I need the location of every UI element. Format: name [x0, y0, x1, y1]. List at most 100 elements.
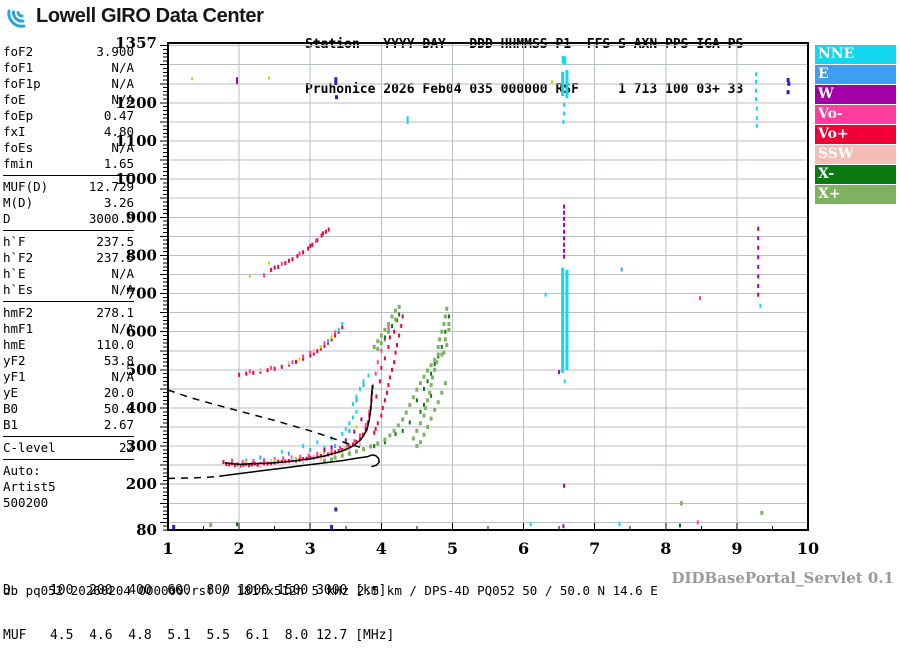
param-row: foEs N/A [3, 140, 134, 156]
x-tick-label: 10 [797, 539, 819, 558]
param-label: C-level [3, 440, 56, 455]
giro-wave-icon [7, 9, 26, 28]
param-value: 110.0 [96, 337, 134, 352]
param-label: h`Es [3, 282, 34, 297]
param-label: hmE [3, 337, 26, 352]
param-row: foF1p N/A [3, 76, 134, 92]
ionogram-plot: 1357120011001000900800700600500400300200… [115, 34, 819, 558]
autoscaler-info: 500200 [3, 495, 49, 510]
param-value: N/A [111, 76, 134, 91]
autoscaler-info: Artist5 [3, 479, 56, 494]
param-row: C-level 22 [3, 440, 134, 456]
param-row: foEp 0.47 [3, 108, 134, 124]
y-tick-label: 200 [126, 475, 157, 493]
panel-separator [3, 436, 134, 437]
param-label: foF1p [3, 76, 41, 91]
param-row: B1 2.67 [3, 417, 134, 433]
x-tick-label: 6 [518, 539, 529, 558]
param-value: 3.26 [103, 195, 134, 210]
param-row: yF2 53.8 [3, 353, 134, 369]
param-label: h`E [3, 266, 26, 281]
logo-text: Lowell GIRO Data Center [36, 5, 264, 27]
x-tick-label: 2 [234, 539, 245, 558]
param-value: 3000.0 [88, 211, 134, 226]
param-row: hmF2 278.1 [3, 305, 134, 321]
param-label: fmin [3, 156, 34, 171]
param-row: yF1 N/A [3, 369, 134, 385]
param-row: fmin 1.65 [3, 156, 134, 172]
param-label: D [3, 211, 11, 226]
param-row: foF1 N/A [3, 60, 134, 76]
param-label: foF2 [3, 44, 34, 59]
legend-item-vo: Vo+ [815, 125, 896, 144]
y-tick-label: 1100 [115, 132, 157, 150]
param-label: M(D) [3, 195, 34, 210]
param-value: 2.67 [103, 417, 134, 432]
legend-item-x: X- [815, 165, 896, 184]
y-tick-label: 600 [126, 323, 157, 341]
x-tick-label: 1 [162, 539, 173, 558]
param-value: N/A [111, 140, 134, 155]
panel-separator [3, 230, 134, 231]
param-value: N/A [111, 266, 134, 281]
param-label: MUF(D) [3, 179, 49, 194]
x-tick-label: 3 [305, 539, 316, 558]
param-label: B1 [3, 417, 19, 432]
param-row: h`Es N/A [3, 282, 134, 298]
y-tick-label: 800 [126, 246, 157, 264]
param-value: 22 [118, 440, 134, 455]
y-tick-label: 1200 [115, 94, 157, 112]
param-row: h`E N/A [3, 266, 134, 282]
param-value: N/A [111, 92, 134, 107]
param-row: D 3000.0 [3, 211, 134, 227]
param-row: MUF(D) 12.729 [3, 179, 134, 195]
param-row: fxI 4.80 [3, 124, 134, 140]
param-row: B0 50.0 [3, 401, 134, 417]
y-tick-label: 1357 [115, 34, 157, 52]
param-row: h`F 237.5 [3, 234, 134, 250]
servlet-version: DIDBasePortal_Servlet 0.1 [671, 569, 894, 587]
param-value: 50.0 [103, 401, 134, 416]
param-label: h`F [3, 234, 26, 249]
y-tick-label: 500 [126, 361, 157, 379]
param-value: 1.65 [103, 156, 134, 171]
param-label: yE [3, 385, 19, 400]
panel-separator [3, 459, 134, 460]
param-row: yE 20.0 [3, 385, 134, 401]
panel-separator [3, 175, 134, 176]
param-value: 4.80 [103, 124, 134, 139]
param-label: yF1 [3, 369, 26, 384]
param-value: 278.1 [96, 305, 134, 320]
y-tick-label: 700 [126, 285, 157, 303]
param-label: foF1 [3, 60, 34, 75]
param-row: hmF1 N/A [3, 321, 134, 337]
dmuf-table: D 100 200 400 600 800 1000 1500 3000 [km… [3, 553, 394, 658]
param-row: foE N/A [3, 92, 134, 108]
legend-item-nne: NNE [815, 45, 896, 64]
legend-item-ssw: SSW [815, 145, 896, 164]
station-header-values: Pruhonice 2026 Feb04 035 000000 RSF 1 71… [305, 82, 744, 97]
legend-item-e: E [815, 65, 896, 84]
y-tick-label: 400 [126, 399, 157, 417]
legend-item-x: X+ [815, 185, 896, 204]
param-label: hmF2 [3, 305, 34, 320]
param-label: foE [3, 92, 26, 107]
param-row: foF2 3.900 [3, 44, 134, 60]
y-tick-label: 300 [126, 437, 157, 455]
x-tick-label: 8 [660, 539, 671, 558]
param-value: 12.729 [88, 179, 134, 194]
param-label: yF2 [3, 353, 26, 368]
file-info: db pq052 20260204 000000.rsf / 181fx512h… [3, 583, 658, 598]
autoscaler-info: Auto: [3, 463, 41, 478]
param-label: h`F2 [3, 250, 34, 265]
x-tick-label: 9 [731, 539, 742, 558]
param-value: 3.900 [96, 44, 134, 59]
param-value: N/A [111, 282, 134, 297]
y-tick-label: 80 [136, 521, 157, 539]
station-header: Station YYYY DAY DDD HHMMSS P1 FFS S AXN… [305, 7, 743, 112]
panel-separator [3, 301, 134, 302]
param-label: hmF1 [3, 321, 34, 336]
param-label: foEp [3, 108, 34, 123]
param-value: 20.0 [103, 385, 134, 400]
param-value: 53.8 [103, 353, 134, 368]
